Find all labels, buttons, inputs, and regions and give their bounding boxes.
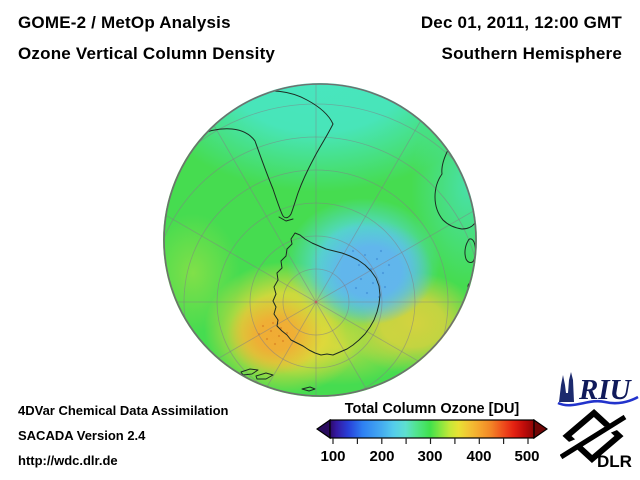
colorbar-over-arrow: [533, 419, 548, 440]
colorbar-tick-label-100: 100: [320, 448, 346, 465]
riu-logo: RIU: [557, 372, 639, 407]
product-title: GOME-2 / MetOp Analysis: [18, 13, 231, 32]
assimilation-method-label: 4DVar Chemical Data Assimilation: [18, 403, 229, 418]
riu-logo-text: RIU: [578, 374, 633, 406]
hemisphere-label: Southern Hemisphere: [441, 44, 622, 63]
dlr-logo: DLR: [560, 409, 632, 469]
product-subtitle: Ozone Vertical Column Density: [18, 44, 276, 63]
globe-graticule-coastlines: [163, 83, 477, 397]
blue-dither-dots: [351, 249, 391, 299]
colorbar-under-arrow: [316, 419, 331, 440]
colorbar-tick-label-400: 400: [466, 448, 492, 465]
coastline-south-america: [198, 90, 334, 219]
colorbar-ticks: [332, 438, 529, 444]
colorbar-title: Total Column Ozone [DU]: [344, 401, 520, 417]
colorbar-tick-label-500: 500: [514, 448, 540, 465]
graticule-meridians: [164, 84, 476, 396]
cathedral-icon: [559, 372, 574, 402]
coastline-antarctica: [272, 232, 381, 356]
pole-dot: [314, 300, 318, 304]
coastline-new-zealand: [240, 368, 274, 380]
globe-rim: [163, 83, 477, 397]
colorbar-tick-label-300: 300: [417, 448, 443, 465]
colorbar: [316, 419, 548, 444]
dlr-logo-text: DLR: [597, 452, 632, 469]
colorbar-tick-label-200: 200: [369, 448, 395, 465]
coastline-island-south: [301, 386, 316, 392]
riu-wave-icon: [557, 395, 639, 407]
dlr-emblem-icon: [560, 409, 630, 464]
wdc-url: http://wdc.dlr.de: [18, 453, 118, 468]
coastline-tierra-del-fuego: [278, 216, 294, 222]
version-label: SACADA Version 2.4: [18, 428, 146, 443]
datetime-label: Dec 01, 2011, 12:00 GMT: [420, 13, 622, 32]
orange-dither-dots: [257, 321, 289, 346]
colorbar-gradient: [329, 419, 535, 439]
ozone-map-globe: [163, 83, 477, 397]
